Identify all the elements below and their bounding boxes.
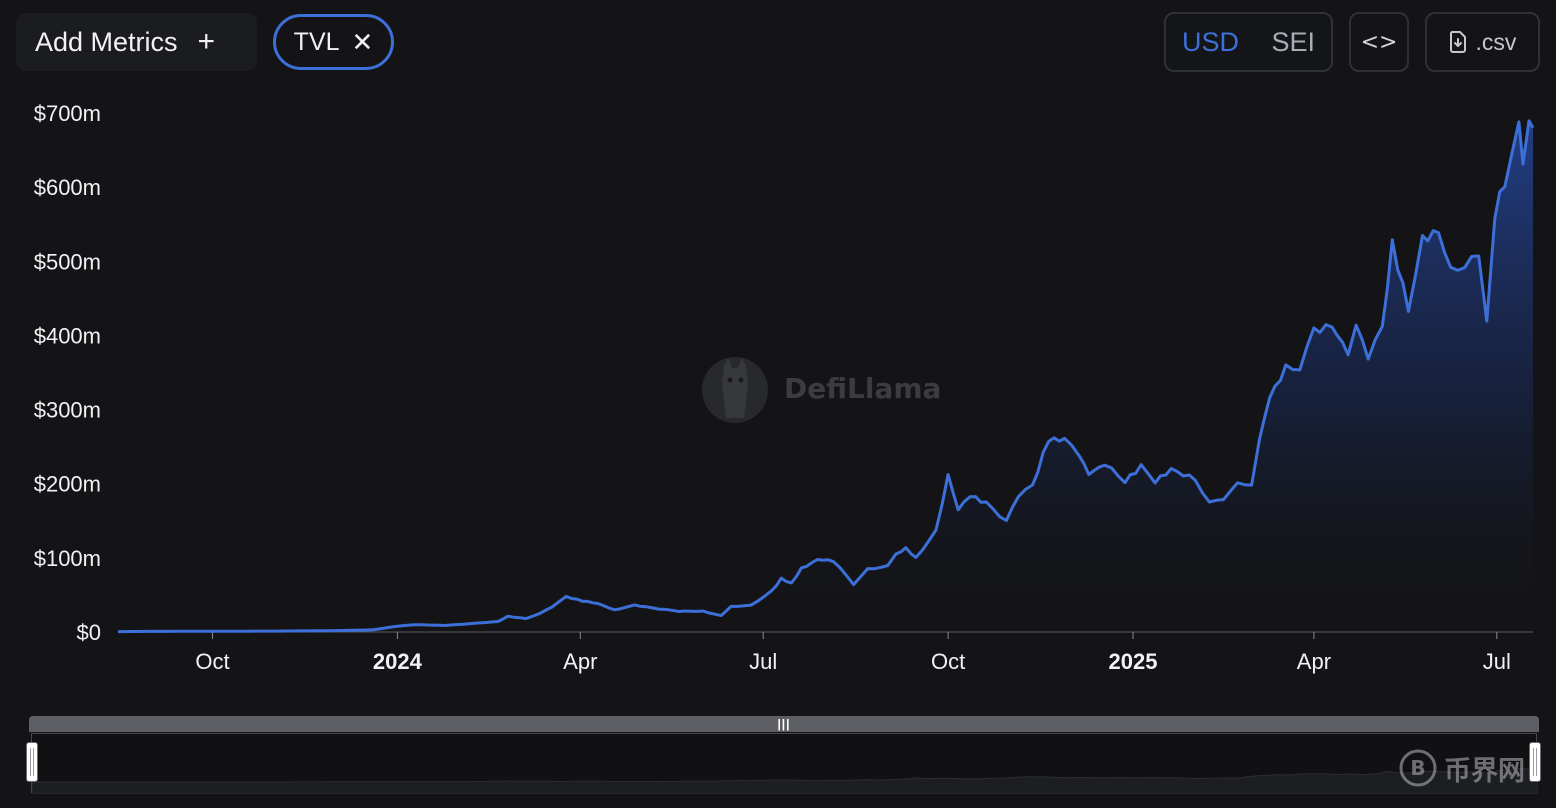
navigator-handle-left[interactable] [26, 742, 38, 782]
embed-button[interactable]: <> [1349, 12, 1409, 72]
y-tick-label: $200m [34, 472, 101, 497]
navigator-handle-right[interactable] [1529, 742, 1541, 782]
navigator-area [31, 767, 1539, 795]
chart-toolbar: Add Metrics + TVL ✕ USD SEI <> .csv [0, 0, 1556, 90]
currency-toggle: USD SEI [1164, 12, 1333, 72]
svg-text:B: B [1410, 756, 1425, 780]
code-icon: <> [1360, 29, 1398, 55]
y-tick-label: $600m [34, 175, 101, 200]
download-file-icon [1449, 31, 1466, 53]
tvl-area-fill [118, 120, 1533, 633]
x-tick-label: Jul [1483, 649, 1511, 674]
navigator-window [31, 733, 1539, 795]
csv-label: .csv [1475, 28, 1517, 55]
x-tick-label: Oct [195, 649, 229, 674]
x-tick-label: Apr [1297, 649, 1331, 674]
defillama-watermark: DefiLlama [700, 348, 941, 428]
close-icon[interactable]: ✕ [351, 27, 374, 57]
watermark-text: DefiLlama [784, 371, 942, 405]
range-navigator[interactable]: ||| [26, 716, 1541, 796]
metric-chip-label: TVL [293, 27, 340, 56]
y-tick-label: $700m [34, 101, 101, 126]
navigator-drag-bar[interactable]: ||| [29, 716, 1539, 732]
currency-option-usd[interactable]: USD [1182, 26, 1240, 57]
y-tick-label: $100m [34, 546, 101, 571]
y-tick-label: $0 [77, 620, 101, 645]
y-tick-label: $300m [34, 398, 101, 423]
metric-chip-tvl[interactable]: TVL ✕ [273, 14, 394, 70]
download-csv-button[interactable]: .csv [1425, 12, 1540, 72]
x-tick-label: Jul [749, 649, 777, 674]
add-metrics-button[interactable]: Add Metrics + [16, 13, 257, 71]
x-tick-label: Apr [563, 649, 597, 674]
currency-option-sei[interactable]: SEI [1271, 26, 1315, 57]
x-axis: Oct 2024 Apr Jul Oct 2025 Apr Jul [195, 632, 1511, 674]
navigator-preview [31, 767, 1539, 795]
y-tick-label: $500m [34, 249, 101, 274]
x-tick-label: Oct [931, 649, 965, 674]
x-tick-label: 2025 [1109, 649, 1158, 674]
bitcoin-coin-icon: B [1399, 749, 1437, 787]
tvl-line[interactable] [118, 119, 1535, 634]
llama-logo-icon [702, 357, 768, 423]
y-tick-label: $400m [34, 323, 101, 348]
x-tick-label: 2024 [373, 649, 423, 674]
grip-icon: ||| [777, 717, 791, 731]
tvl-chart[interactable]: $0 $100m $200m $300m $400m $500m $600m $700m Oc… [0, 90, 1556, 710]
add-metrics-label: Add Metrics [35, 26, 178, 57]
footer-watermark-text: 币界网 [1444, 755, 1525, 787]
plus-icon: + [197, 25, 216, 58]
y-axis: $0 $100m $200m $300m $400m $500m $600m $700m [34, 101, 101, 645]
footer-watermark: B 币界网 [1398, 748, 1525, 788]
